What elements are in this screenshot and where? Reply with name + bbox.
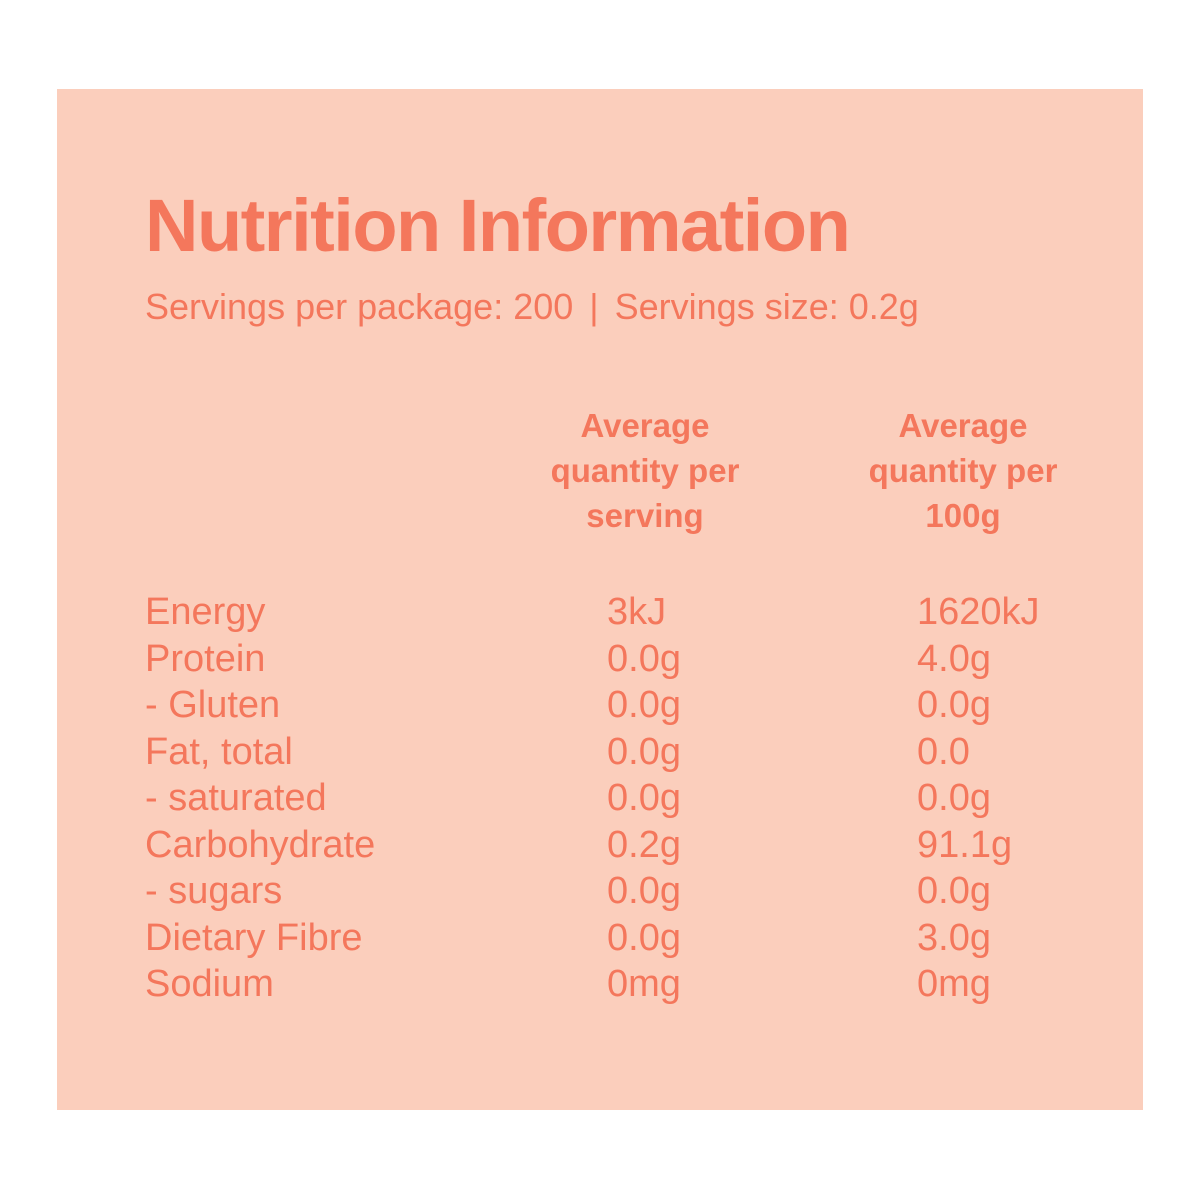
per-serving-value: 0.0g [607, 684, 681, 726]
per-serving-value: 0.0g [607, 916, 681, 959]
table-row: - sugars 0.0g 0.0g [57, 868, 1143, 915]
column-header-line: serving [586, 497, 704, 534]
nutrient-label: Carbohydrate [145, 823, 376, 866]
table-row: Energy 3kJ 1620kJ [57, 589, 1143, 636]
column-header-line: quantity per [868, 452, 1058, 489]
nutrient-label: Sodium [145, 963, 274, 1005]
per-serving-value: 0mg [607, 963, 681, 1005]
column-header-line: Average [898, 407, 1028, 444]
per-100g-value: 91.1g [917, 823, 1013, 866]
nutrition-table: Energy 3kJ 1620kJ Protein 0.0g 4.0g - Gl… [57, 589, 1143, 1008]
per-serving-value: 0.0g [607, 637, 681, 680]
table-row: Dietary Fibre 0.0g 3.0g [57, 915, 1143, 962]
per-100g-value: 0.0g [917, 684, 991, 726]
column-header-line: Average [580, 407, 710, 444]
table-row: - Gluten 0.0g 0.0g [57, 682, 1143, 729]
servings-separator: | [589, 286, 599, 327]
per-100g-value: 1620kJ [917, 591, 1040, 633]
nutrient-label: - saturated [145, 777, 327, 819]
per-serving-value: 0.0g [607, 870, 681, 912]
per-100g-value: 0.0 [917, 730, 970, 773]
column-header-line: 100g [925, 497, 1001, 534]
nutrient-label: Dietary Fibre [145, 916, 363, 959]
per-100g-value: 3.0g [917, 916, 991, 959]
per-100g-value: 0mg [917, 963, 991, 1005]
table-row: Protein 0.0g 4.0g [57, 636, 1143, 683]
per-serving-value: 0.0g [607, 777, 681, 819]
nutrient-label: - Gluten [145, 684, 281, 726]
per-100g-value: 0.0g [917, 777, 991, 819]
table-row: Fat, total 0.0g 0.0 [57, 729, 1143, 776]
per-serving-value: 3kJ [607, 591, 667, 633]
nutrient-label: Protein [145, 637, 266, 680]
nutrient-label: Energy [145, 591, 266, 633]
nutrient-label: - sugars [145, 870, 283, 912]
serving-size-text: Servings size: 0.2g [614, 286, 919, 327]
servings-line: Servings per package: 200 | Servings size:… [145, 289, 919, 325]
per-100g-value: 4.0g [917, 637, 991, 680]
nutrient-label: Fat, total [145, 730, 293, 773]
page-title: Nutrition Information [145, 184, 851, 267]
table-row: Sodium 0mg 0mg [57, 961, 1143, 1008]
table-row: - saturated 0.0g 0.0g [57, 775, 1143, 822]
table-row: Carbohydrate 0.2g 91.1g [57, 822, 1143, 869]
per-100g-value: 0.0g [917, 870, 991, 912]
per-serving-value: 0.0g [607, 730, 681, 773]
servings-per-package-text: Servings per package: 200 [145, 286, 574, 327]
column-header-line: quantity per [550, 452, 740, 489]
column-header-per-serving: Average quantity per serving [495, 403, 795, 538]
column-header-per-100g: Average quantity per 100g [813, 403, 1113, 538]
nutrition-panel: Nutrition Information Servings per packa… [57, 89, 1143, 1110]
per-serving-value: 0.2g [607, 823, 681, 866]
